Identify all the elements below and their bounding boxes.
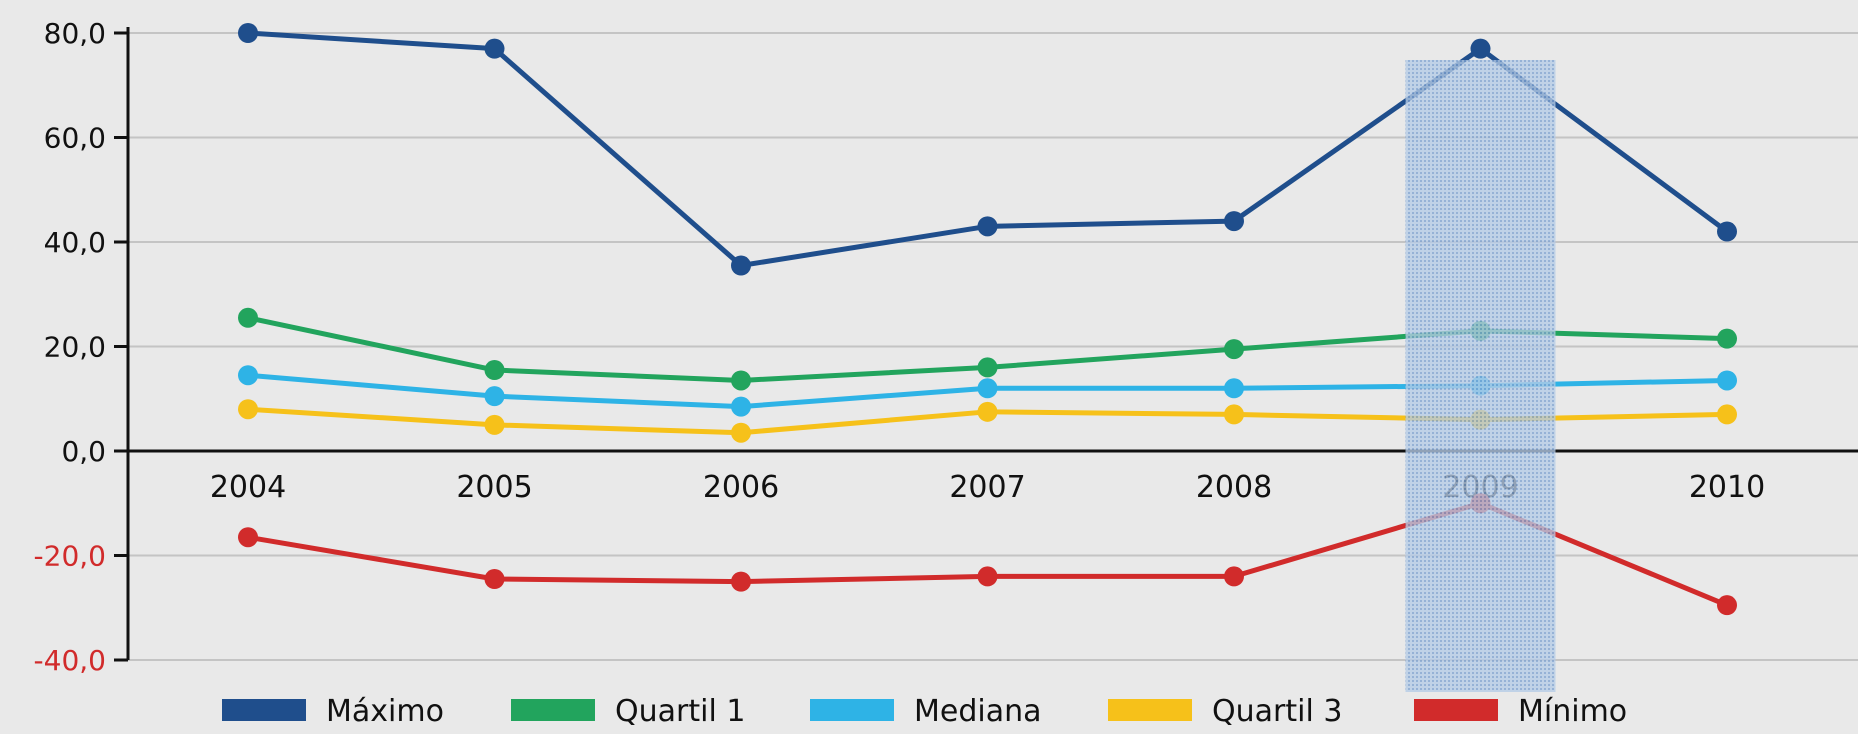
data-point bbox=[484, 386, 505, 407]
legend-label: Quartil 3 bbox=[1212, 694, 1342, 729]
y-tick-label: 40,0 bbox=[44, 226, 106, 259]
data-point bbox=[1224, 404, 1244, 425]
data-point bbox=[1224, 378, 1244, 399]
y-tick-label: 20,0 bbox=[44, 331, 106, 364]
data-point bbox=[238, 527, 258, 548]
y-tick-label: 0,0 bbox=[61, 435, 106, 468]
legend-label: Mínimo bbox=[1518, 694, 1627, 729]
legend-swatch bbox=[222, 699, 306, 721]
data-point bbox=[484, 38, 505, 59]
legend-swatch bbox=[1108, 699, 1192, 721]
highlight-band bbox=[1405, 60, 1556, 692]
data-point bbox=[731, 396, 751, 417]
y-tick-label: -20,0 bbox=[34, 540, 106, 573]
data-point bbox=[731, 255, 751, 276]
data-point bbox=[731, 422, 751, 443]
data-point bbox=[1717, 221, 1737, 242]
legend-label: Quartil 1 bbox=[615, 694, 745, 729]
data-point bbox=[1470, 38, 1491, 59]
data-point bbox=[1717, 595, 1737, 616]
data-point bbox=[977, 216, 998, 237]
data-point bbox=[238, 399, 258, 420]
data-point bbox=[238, 307, 258, 328]
legend-swatch bbox=[511, 699, 595, 721]
data-point bbox=[1224, 211, 1244, 232]
data-point bbox=[238, 365, 258, 386]
x-category-label: 2005 bbox=[456, 470, 532, 505]
data-point bbox=[484, 414, 505, 435]
legend-swatch bbox=[810, 699, 894, 721]
x-category-label: 2010 bbox=[1689, 470, 1765, 505]
data-point bbox=[977, 566, 998, 587]
y-tick-label: 60,0 bbox=[44, 122, 106, 155]
y-tick-label: 80,0 bbox=[44, 17, 106, 50]
axes bbox=[114, 27, 1858, 662]
data-point bbox=[1224, 339, 1244, 360]
highlight-band-rect bbox=[1405, 60, 1556, 692]
data-point bbox=[1224, 566, 1244, 587]
legend: Máximo Quartil 1 Mediana Quartil 3 Mínimo bbox=[222, 694, 1627, 729]
data-point bbox=[977, 357, 998, 378]
data-point bbox=[1717, 328, 1737, 349]
legend-swatch bbox=[1414, 699, 1498, 721]
x-category-label: 2004 bbox=[210, 470, 286, 505]
data-point bbox=[977, 401, 998, 422]
y-axis-tick-labels: 80,0 60,0 40,0 20,0 0,0 -20,0 -40,0 bbox=[34, 17, 106, 677]
legend-label: Mediana bbox=[914, 694, 1042, 729]
legend-label: Máximo bbox=[326, 694, 444, 729]
data-point bbox=[1717, 370, 1737, 391]
y-tick-label: -40,0 bbox=[34, 644, 106, 677]
data-point bbox=[484, 360, 505, 381]
data-point bbox=[484, 569, 505, 590]
data-point bbox=[977, 378, 998, 399]
x-category-label: 2007 bbox=[949, 470, 1025, 505]
x-category-label: 2006 bbox=[703, 470, 779, 505]
x-category-label: 2008 bbox=[1196, 470, 1272, 505]
grid-lines bbox=[128, 32, 1858, 661]
data-point bbox=[731, 571, 751, 592]
data-point bbox=[731, 370, 751, 391]
data-point bbox=[1717, 404, 1737, 425]
data-point bbox=[238, 23, 258, 43]
